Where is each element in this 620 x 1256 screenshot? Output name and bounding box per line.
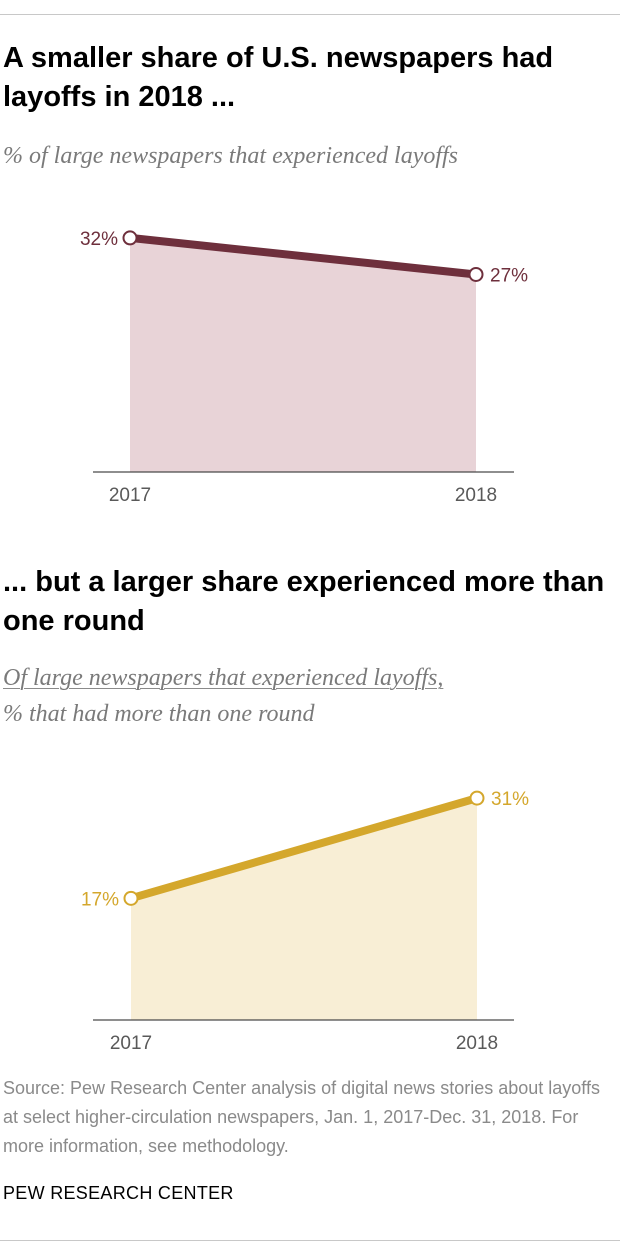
source-note: Source: Pew Research Center analysis of …	[3, 1078, 600, 1156]
chart-1-tick-label-2017: 2017	[109, 485, 151, 506]
chart-2-subtitle-line2: % that had more than one round	[3, 701, 315, 727]
chart-1-data-label-2018: 27%	[490, 265, 528, 286]
chart-1-title: A smaller share of U.S. newspapers had l…	[3, 42, 554, 113]
chart-2-point-2018	[469, 790, 485, 806]
chart-1-area	[130, 237, 476, 472]
top-rule	[0, 14, 620, 15]
chart-2-series-line	[127, 794, 481, 903]
chart-1-data-label-2017: 32%	[80, 229, 118, 250]
chart-1-point-2018	[468, 266, 484, 282]
chart-2-title: ... but a larger share experienced more …	[3, 566, 605, 637]
bottom-rule	[0, 1240, 620, 1241]
chart-2-subtitle-underlined: Of large newspapers that experienced lay…	[3, 665, 444, 691]
chart-2-data-label-2018: 31%	[491, 789, 529, 810]
chart-2-area	[131, 798, 477, 1020]
chart-2-point-2017	[123, 890, 139, 906]
chart-2: 17% 31% 2017 2018	[81, 789, 529, 1054]
chart-2-tick-label-2017: 2017	[110, 1033, 152, 1054]
chart-2-subtitle: Of large newspapers that experienced lay…	[3, 661, 443, 695]
org-name: PEW RESEARCH CENTER	[3, 1183, 234, 1203]
chart-1: 32% 27% 2017 2018	[80, 229, 528, 506]
chart-2-data-label-2017: 17%	[81, 889, 119, 910]
chart-1-tick-label-2018: 2018	[455, 485, 497, 506]
chart-1-point-2017	[122, 230, 138, 246]
chart-2-tick-label-2018: 2018	[456, 1033, 498, 1054]
chart-1-series-line	[126, 233, 480, 279]
chart-1-subtitle: % of large newspapers that experienced l…	[3, 143, 459, 169]
